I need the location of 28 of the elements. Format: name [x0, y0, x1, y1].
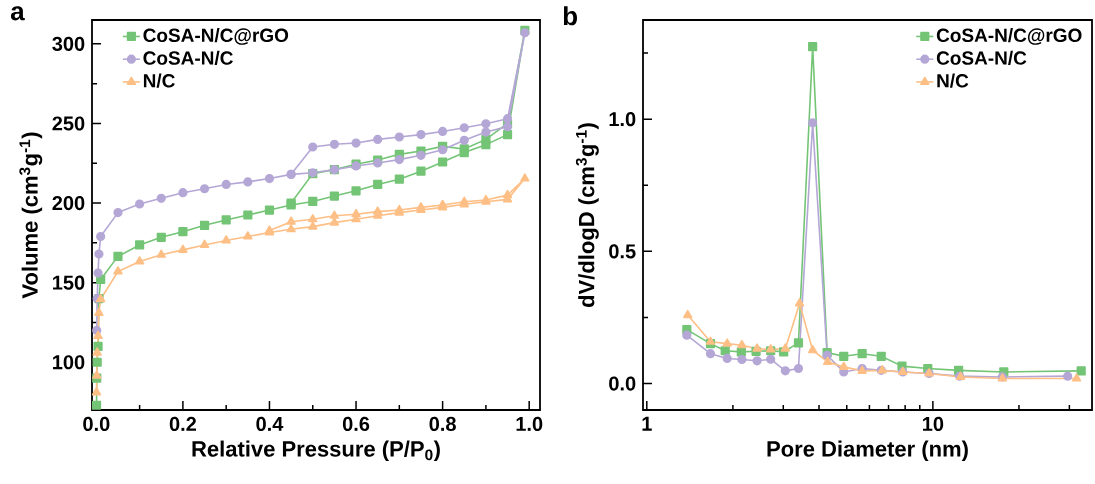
x-tick-label: 0.2: [169, 416, 197, 432]
legend-label: CoSA-N/C: [936, 50, 1027, 65]
legend-label: CoSA-N/C: [143, 50, 233, 65]
x-tick-label: 0.0: [83, 416, 110, 432]
x-tick-label: 10: [923, 416, 944, 432]
x-axis-title: Pore Diameter (nm): [767, 440, 968, 462]
text: b: [563, 6, 578, 26]
legend-label: N/C: [143, 73, 175, 88]
y-tick-label: 0.0: [609, 376, 636, 391]
x-tick-label: 1: [642, 416, 652, 431]
legend-label: CoSA-N/C@rGO: [143, 28, 289, 45]
y-tick-label: 150: [53, 275, 85, 290]
x-axis-title: Relative Pressure (P/P$_{0}$): [192, 440, 440, 462]
legend-label: CoSA-N/C@rGO: [936, 28, 1082, 45]
y-tick-label: 200: [52, 195, 85, 211]
legend-label: N/C: [937, 73, 969, 88]
y-tick-label: 250: [52, 116, 85, 131]
x-tick-label: 0.8: [429, 416, 456, 432]
text: a: [10, 6, 25, 21]
y-tick-label: 300: [52, 36, 85, 51]
x-tick-label: 1.0: [516, 416, 543, 432]
x-tick-label: 0.6: [342, 416, 370, 432]
x-tick-label: 0.4: [256, 416, 284, 432]
y-axis-title: dV/dlogD (cm$^{3}$g$^{-1}$): [575, 123, 599, 307]
y-tick-label: 1.0: [609, 112, 636, 127]
y-axis-title: Volume (cm$^{3}$g$^{-1}$): [19, 132, 43, 299]
y-tick-label: 0.5: [609, 244, 636, 259]
y-tick-label: 100: [53, 355, 85, 370]
